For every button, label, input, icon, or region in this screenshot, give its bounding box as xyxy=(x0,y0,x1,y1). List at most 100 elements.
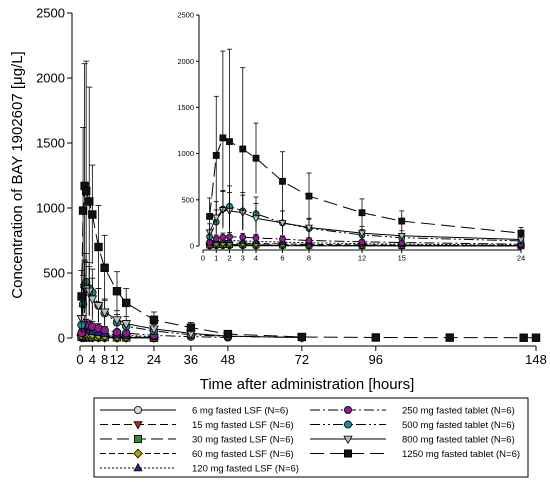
legend-item: 1250 mg fasted tablet (N=6) xyxy=(310,449,520,460)
x-tick-label: 12 xyxy=(110,352,124,367)
inset-series-8 xyxy=(206,48,525,239)
inset-data-point xyxy=(239,233,247,241)
legend-label: 250 mg fasted tablet (N=6) xyxy=(402,406,515,417)
inset-data-point xyxy=(212,235,220,243)
inset-x-tick-label: 4 xyxy=(254,254,258,263)
inset-data-point xyxy=(226,138,233,145)
inset-data-point xyxy=(305,237,313,244)
inset-x-tick-label: 12 xyxy=(358,254,366,263)
x-tick-label: 4 xyxy=(89,352,96,367)
legend-item: 60 mg fasted LSF (N=6) xyxy=(100,448,294,460)
inset-data-point xyxy=(398,217,406,225)
legend: 6 mg fasted LSF (N=6) 15 mg fasted LSF (N… xyxy=(93,397,529,478)
legend-item: 15 mg fasted LSF (N=6) xyxy=(100,420,294,431)
inset-data-point xyxy=(219,233,227,241)
y-tick-label: 500 xyxy=(43,266,65,281)
legend-marker xyxy=(133,405,142,414)
data-point xyxy=(88,210,97,219)
data-point xyxy=(77,292,86,301)
legend-marker xyxy=(343,405,352,414)
inset-x-tick-label: 15 xyxy=(398,254,406,263)
y-axis-title: Concentration of BAY 1902607 [μg/L] xyxy=(9,51,26,298)
legend-label: 6 mg fasted LSF (N=6) xyxy=(192,406,288,417)
x-axis-title: Time after administration [hours] xyxy=(200,376,415,393)
inset-data-point xyxy=(358,209,366,217)
inset-data-point xyxy=(305,192,313,200)
x-tick-label: 8 xyxy=(101,352,108,367)
data-point xyxy=(81,186,91,196)
x-tick-label: 36 xyxy=(184,352,198,367)
inset-x-tick-label: 2 xyxy=(227,254,231,263)
legend-label: 800 mg fasted tablet (N=6) xyxy=(402,435,515,446)
data-point xyxy=(100,326,109,335)
y-tick-label: 0 xyxy=(58,331,65,346)
legend-item: 30 mg fasted LSF (N=6) xyxy=(100,435,294,446)
inset-data-point xyxy=(239,145,247,153)
data-point xyxy=(223,329,233,339)
legend-item: 500 mg fasted tablet (N=6) xyxy=(310,420,515,431)
legend-label: 500 mg fasted tablet (N=6) xyxy=(402,420,515,431)
data-point xyxy=(297,332,307,342)
legend-marker xyxy=(133,434,142,443)
x-tick-label: 24 xyxy=(147,352,161,367)
inset-data-point xyxy=(212,214,221,222)
inset-data-point xyxy=(226,233,233,241)
legend-item: 800 mg fasted tablet (N=6) xyxy=(310,435,515,446)
inset-data-point xyxy=(278,220,287,228)
x-tick-label: 48 xyxy=(221,352,235,367)
data-point xyxy=(78,206,88,215)
data-point xyxy=(99,308,110,318)
data-point xyxy=(93,302,104,311)
y-tick-label: 2500 xyxy=(36,6,65,21)
data-point xyxy=(112,286,122,296)
legend-item: 6 mg fasted LSF (N=6) xyxy=(100,406,288,417)
inset-series-5 xyxy=(206,232,525,248)
inset-y-tick-label: 1500 xyxy=(177,103,194,112)
inset-data-point xyxy=(279,235,286,243)
inset-x-tick-label: 6 xyxy=(280,254,284,263)
legend-marker xyxy=(343,420,352,429)
inset-y-tick-label: 0 xyxy=(190,242,194,251)
inset-series-line xyxy=(209,137,522,234)
y-tick-label: 1000 xyxy=(36,201,65,216)
inset-x-tick-label: 8 xyxy=(307,254,311,263)
legend-marker xyxy=(133,421,143,430)
series-line xyxy=(81,185,536,339)
legend-item: 120 mg fasted LSF (N=6) xyxy=(100,462,299,475)
y-tick-label: 2000 xyxy=(36,71,65,86)
inset-data-point xyxy=(212,152,220,159)
inset-series-7 xyxy=(205,191,525,244)
legend-label: 120 mg fasted LSF (N=6) xyxy=(192,464,299,475)
data-point xyxy=(445,333,454,342)
x-tick-label: 72 xyxy=(295,352,309,367)
inset-data-point xyxy=(397,233,406,241)
series-8 xyxy=(77,60,541,342)
data-point xyxy=(112,316,122,326)
inset-data-point xyxy=(279,177,286,185)
legend-marker xyxy=(343,435,353,445)
inset-data-point xyxy=(252,215,260,223)
inset-y-tick-label: 2000 xyxy=(177,57,194,66)
legend-label: 1250 mg fasted tablet (N=6) xyxy=(402,449,520,460)
inset-y-tick-label: 2500 xyxy=(177,11,194,20)
x-tick-label: 96 xyxy=(369,352,383,367)
data-point xyxy=(85,197,94,206)
inset-data-point xyxy=(358,230,366,238)
inset-x-tick-label: 0 xyxy=(201,254,205,263)
legend-marker xyxy=(133,448,143,459)
inset-series-line xyxy=(209,239,522,246)
data-point xyxy=(531,333,541,342)
y-tick-label: 1500 xyxy=(36,136,65,151)
inset-data-point xyxy=(252,154,260,162)
data-point xyxy=(519,333,528,342)
legend-marker xyxy=(133,462,143,472)
legend-marker xyxy=(343,449,352,458)
inset-y-tick-label: 500 xyxy=(181,195,194,204)
inset-x-tick-label: 1 xyxy=(214,254,218,263)
inset-series-line xyxy=(209,236,522,245)
data-point xyxy=(87,295,98,305)
inset-x-tick-label: 24 xyxy=(517,254,525,263)
data-point xyxy=(94,242,103,252)
